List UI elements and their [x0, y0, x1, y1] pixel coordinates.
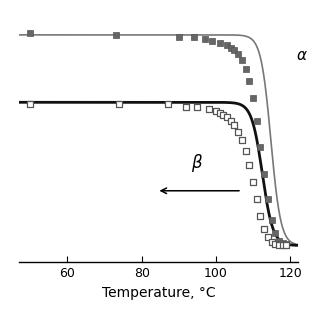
Point	[265, 235, 270, 240]
Point	[243, 66, 248, 71]
Point	[269, 240, 274, 245]
Point	[251, 96, 256, 101]
Point	[247, 79, 252, 84]
Point	[276, 239, 282, 244]
Point	[251, 180, 256, 185]
Point	[258, 213, 263, 219]
Point	[262, 172, 267, 177]
Point	[239, 58, 244, 63]
Point	[236, 51, 241, 56]
Text: $\alpha$: $\alpha$	[296, 48, 308, 63]
Point	[184, 104, 189, 109]
Point	[236, 129, 241, 134]
Point	[217, 41, 222, 46]
Point	[28, 102, 33, 107]
Point	[276, 243, 282, 248]
Point	[176, 35, 181, 40]
Point	[254, 119, 259, 124]
Point	[273, 242, 278, 247]
Point	[113, 32, 118, 37]
Point	[232, 47, 237, 52]
Point	[262, 226, 267, 231]
Point	[225, 115, 230, 120]
Point	[247, 163, 252, 168]
Point	[280, 243, 285, 248]
X-axis label: Temperature, °C: Temperature, °C	[101, 286, 215, 300]
Point	[239, 138, 244, 143]
Point	[232, 123, 237, 128]
Text: $\beta$: $\beta$	[191, 152, 204, 174]
Point	[117, 102, 122, 107]
Point	[284, 242, 289, 247]
Point	[228, 45, 233, 50]
Point	[221, 112, 226, 117]
Point	[191, 35, 196, 40]
Point	[206, 106, 211, 111]
Point	[210, 39, 215, 44]
Point	[213, 108, 219, 113]
Point	[225, 43, 230, 48]
Point	[258, 144, 263, 149]
Point	[265, 196, 270, 202]
Point	[28, 30, 33, 35]
Point	[280, 241, 285, 246]
Point	[284, 243, 289, 248]
Point	[273, 230, 278, 236]
Point	[202, 36, 207, 42]
Point	[195, 104, 200, 109]
Point	[217, 110, 222, 116]
Point	[254, 196, 259, 202]
Point	[228, 119, 233, 124]
Point	[269, 218, 274, 223]
Point	[165, 102, 170, 107]
Point	[243, 148, 248, 153]
